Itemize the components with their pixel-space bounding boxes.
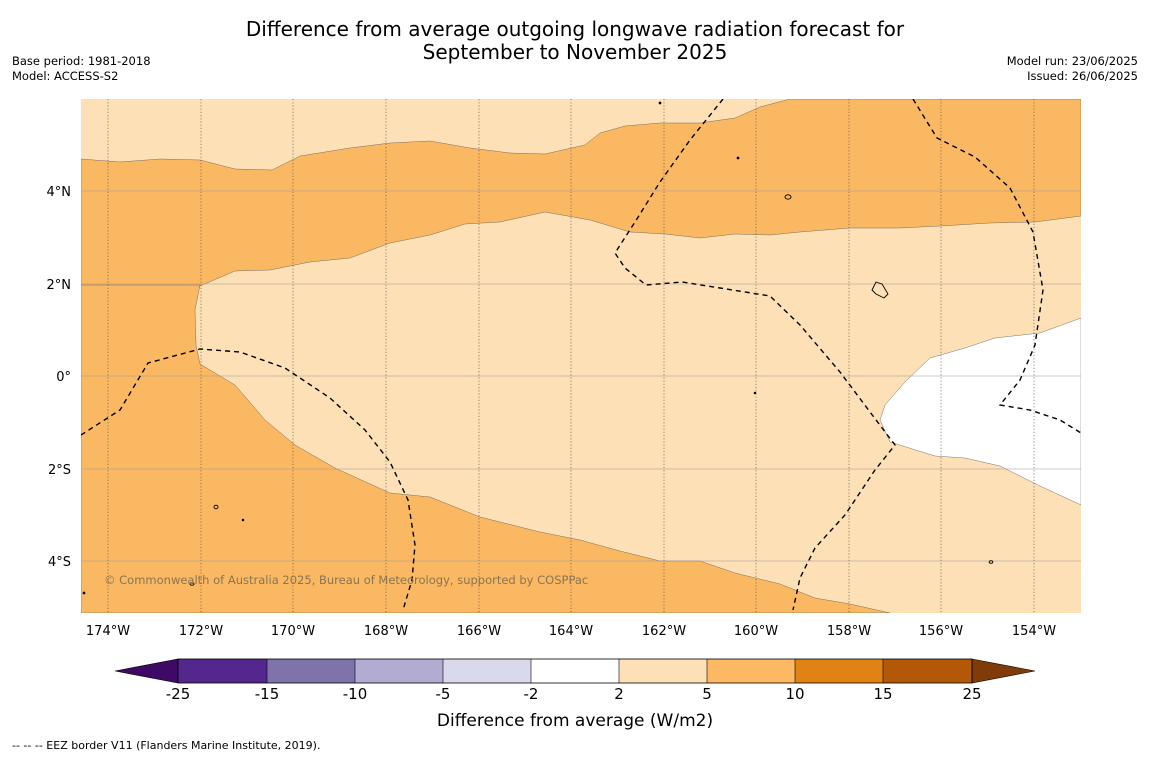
meta-right: Model run: 23/06/2025 Issued: 26/06/2025 bbox=[1007, 54, 1138, 84]
latitude-lines bbox=[81, 190, 1081, 562]
issued-date: Issued: 26/06/2025 bbox=[1027, 69, 1138, 83]
map-area: © Commonwealth of Australia 2025, Bureau… bbox=[81, 99, 1081, 613]
colorbar-label: Difference from average (W/m2) bbox=[437, 711, 713, 731]
graticule bbox=[107, 99, 1035, 613]
colorbar-outline bbox=[177, 658, 973, 684]
eez-borders bbox=[81, 99, 1081, 611]
colorbar-segment bbox=[355, 659, 443, 683]
colorbar-tick: 2 bbox=[614, 685, 624, 703]
colorbar-tick: -5 bbox=[436, 685, 451, 703]
colorbar-tick: 15 bbox=[873, 685, 892, 703]
colorbar-segment bbox=[619, 659, 707, 683]
lon-label: 154°W bbox=[1012, 624, 1056, 639]
lat-label: 2°N bbox=[47, 278, 72, 293]
colorbar-tick: -25 bbox=[166, 685, 191, 703]
model-name: Model: ACCESS-S2 bbox=[12, 69, 119, 83]
latitude-labels: 4°N 2°N 0° 2°S 4°S bbox=[47, 185, 72, 570]
colorbar-segment bbox=[178, 659, 267, 683]
lat-label: 4°N bbox=[47, 185, 72, 200]
lon-label: 172°W bbox=[179, 624, 223, 639]
islands bbox=[82, 101, 994, 595]
longitude-labels: 174°W 172°W 170°W 168°W 166°W 164°W 162°… bbox=[86, 624, 1056, 639]
lat-label: 2°S bbox=[48, 463, 71, 478]
lon-label: 174°W bbox=[86, 624, 130, 639]
colorbar-tick: 5 bbox=[702, 685, 712, 703]
title-line-2: September to November 2025 bbox=[422, 40, 728, 64]
colorbar-tick: -2 bbox=[524, 685, 539, 703]
lon-label: 170°W bbox=[271, 624, 315, 639]
colorbar-tick: 25 bbox=[962, 685, 981, 703]
colorbar-tick: 10 bbox=[785, 685, 804, 703]
eez-footnote: -- -- -- EEZ border V11 (Flanders Marine… bbox=[12, 739, 321, 752]
colorbar-tick: -15 bbox=[255, 685, 280, 703]
lon-label: 162°W bbox=[642, 624, 686, 639]
colorbar-segment bbox=[267, 659, 355, 683]
anomaly-band-5-10-southwest bbox=[81, 284, 891, 613]
colorbar-extend-high bbox=[971, 658, 1036, 684]
colorbar-segment bbox=[531, 659, 619, 683]
lon-label: 156°W bbox=[919, 624, 963, 639]
base-period: Base period: 1981-2018 bbox=[12, 54, 151, 68]
colorbar: -25 -15 -10 -5 -2 2 5 10 15 25 Differenc… bbox=[114, 658, 1036, 731]
colorbar-segment bbox=[883, 659, 972, 683]
copyright-notice: © Commonwealth of Australia 2025, Bureau… bbox=[104, 573, 588, 587]
map-title: Difference from average outgoing longwav… bbox=[0, 18, 1150, 64]
colorbar-extend-low bbox=[114, 658, 179, 684]
colorbar-segment bbox=[707, 659, 795, 683]
colorbar-segment bbox=[443, 659, 531, 683]
lon-label: 160°W bbox=[734, 624, 778, 639]
colorbar-tick: -10 bbox=[343, 685, 368, 703]
anomaly-band-neutral bbox=[879, 317, 1081, 506]
lat-label: 0° bbox=[56, 370, 71, 385]
title-line-1: Difference from average outgoing longwav… bbox=[245, 17, 905, 41]
meta-left: Base period: 1981-2018 Model: ACCESS-S2 bbox=[12, 54, 151, 84]
lon-label: 168°W bbox=[364, 624, 408, 639]
colorbar-segment bbox=[795, 659, 883, 683]
lon-label: 164°W bbox=[549, 624, 593, 639]
model-run: Model run: 23/06/2025 bbox=[1006, 54, 1138, 68]
lon-label: 166°W bbox=[457, 624, 501, 639]
lat-label: 4°S bbox=[48, 555, 71, 570]
anomaly-band-5-10-north bbox=[81, 99, 1081, 293]
lon-label: 158°W bbox=[827, 624, 871, 639]
